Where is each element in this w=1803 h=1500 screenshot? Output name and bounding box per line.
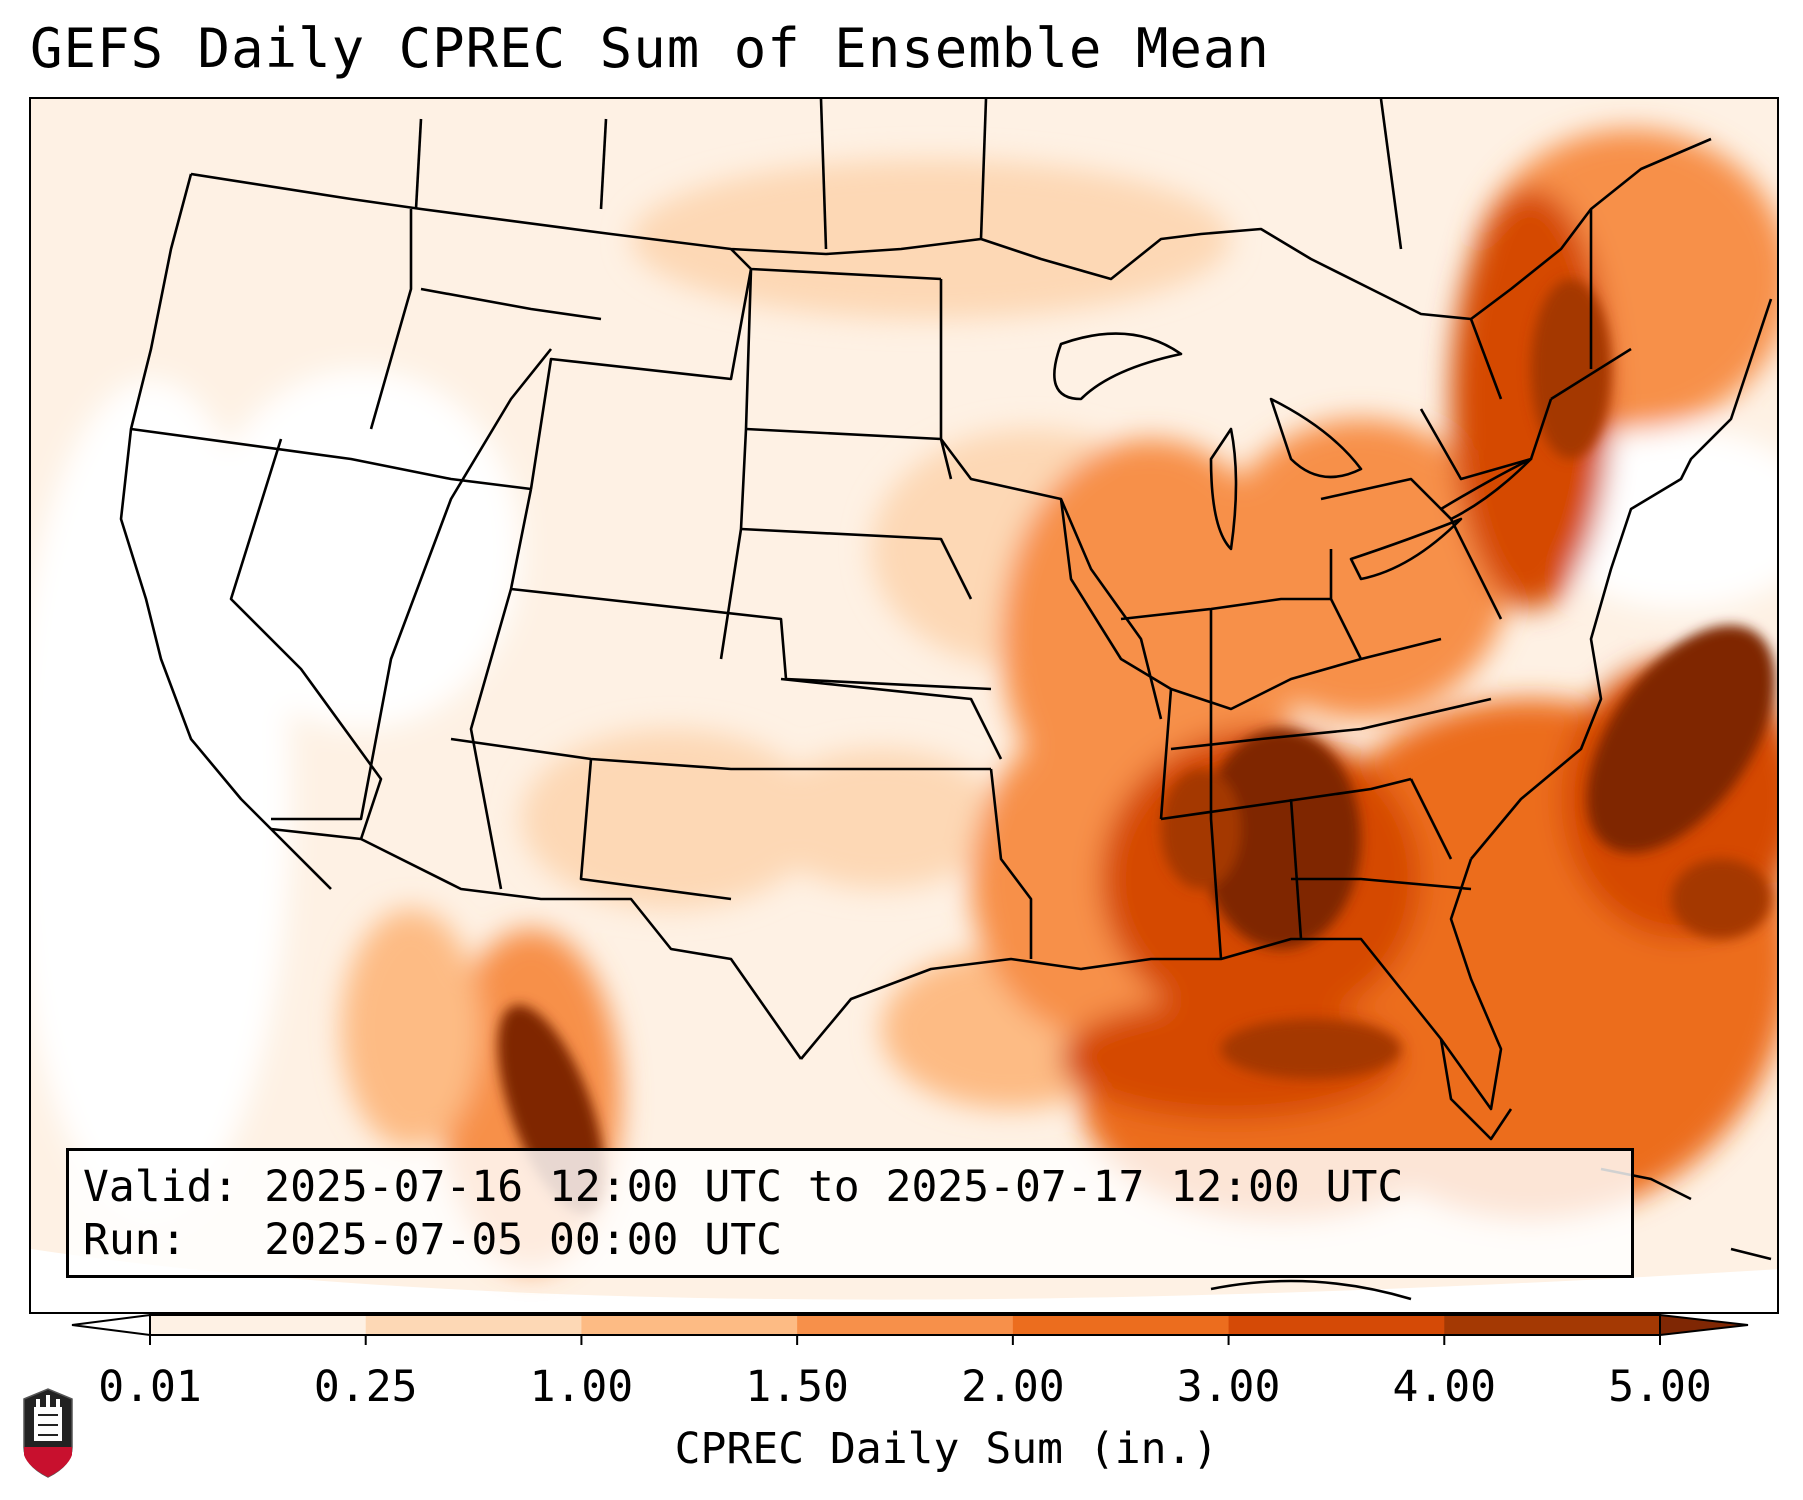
niu-logo — [23, 1388, 73, 1478]
boundaries — [119, 99, 1773, 1301]
colorbar-segment — [797, 1315, 1014, 1335]
colorbar-tick-label: 1.00 — [529, 1362, 634, 1412]
colorbar-tick-label: 2.00 — [961, 1362, 1065, 1412]
colorbar-outline — [149, 1314, 1661, 1336]
valid-run-info-box: Valid: 2025-07-16 12:00 UTC to 2025-07-1… — [66, 1148, 1634, 1278]
colorbar-tick-label: 0.01 — [98, 1362, 202, 1412]
colorbar-extend-max — [1659, 1313, 1749, 1337]
colorbar-tick-label: 0.25 — [313, 1362, 418, 1412]
colorbar-tick-label: 3.00 — [1176, 1362, 1281, 1412]
colorbar-tick-label: 4.00 — [1392, 1362, 1497, 1412]
colorbar-segment — [1228, 1315, 1445, 1335]
run-label: Run: — [83, 1215, 187, 1265]
map-title: GEFS Daily CPREC Sum of Ensemble Mean — [30, 17, 1270, 80]
colorbar-tick-label: 5.00 — [1608, 1362, 1712, 1412]
colorbar-tick-label: 1.50 — [745, 1362, 849, 1412]
colorbar — [71, 1313, 1749, 1345]
colorbar-segment — [581, 1315, 798, 1335]
colorbar-segment — [365, 1315, 582, 1335]
colorbar-segment — [1012, 1315, 1230, 1335]
map-canvas — [31, 99, 1777, 1312]
outside-projection — [31, 1249, 1777, 1312]
valid-label: Valid: — [83, 1162, 239, 1212]
colorbar-segment — [1444, 1315, 1661, 1335]
valid-value: 2025-07-16 12:00 UTC to 2025-07-17 12:00… — [264, 1162, 1404, 1212]
colorbar-label: CPREC Daily Sum (in.) — [674, 1424, 1219, 1474]
colorbar-extend-min — [71, 1313, 151, 1337]
run-line: Run: 2025-07-05 00:00 UTC — [83, 1214, 1617, 1267]
valid-line: Valid: 2025-07-16 12:00 UTC to 2025-07-1… — [83, 1161, 1617, 1214]
run-value: 2025-07-05 00:00 UTC — [264, 1215, 782, 1265]
colorbar-segment — [150, 1315, 367, 1335]
precipitation-map — [29, 97, 1779, 1314]
